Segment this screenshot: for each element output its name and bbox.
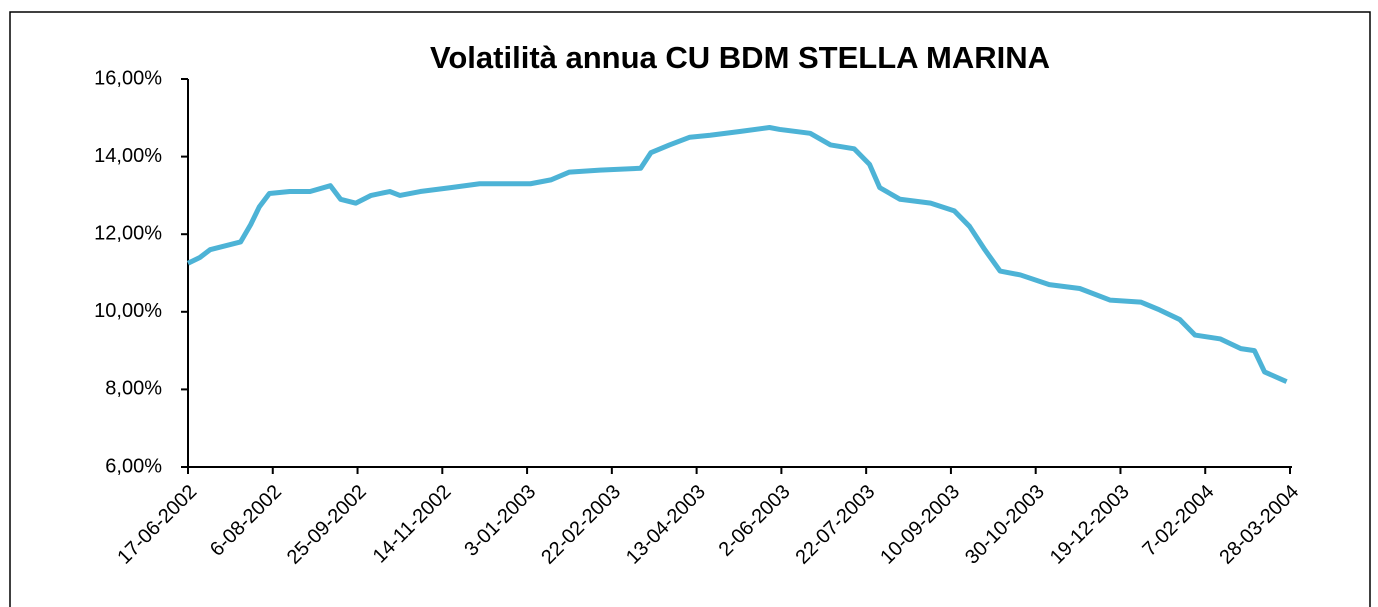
y-tick-label: 12,00% xyxy=(94,222,162,244)
x-tick-label: 28-03-2004 xyxy=(1215,481,1303,569)
x-tick-label: 25-09-2002 xyxy=(283,481,371,569)
y-tick-label: 10,00% xyxy=(94,300,162,322)
y-tick-label: 6,00% xyxy=(105,455,162,477)
x-tick-label: 13-04-2003 xyxy=(622,481,710,569)
x-tick-label: 3-01-2003 xyxy=(460,481,540,561)
x-tick-label: 22-07-2003 xyxy=(792,481,880,569)
y-tick-label: 16,00% xyxy=(94,67,162,89)
x-tick-label: 22-02-2003 xyxy=(537,481,625,569)
y-tick-label: 8,00% xyxy=(105,378,162,400)
frame xyxy=(9,11,1371,607)
x-tick-label: 30-10-2003 xyxy=(961,481,1049,569)
x-tick-label: 10-09-2003 xyxy=(876,481,964,569)
x-tick-label: 2-06-2003 xyxy=(715,481,795,561)
x-tick-label: 6-08-2002 xyxy=(206,481,286,561)
x-tick-label: 14-11-2002 xyxy=(369,481,456,568)
chart-title: Volatilità annua CU BDM STELLA MARINA xyxy=(430,40,1050,75)
x-tick-label: 17-06-2002 xyxy=(113,481,201,569)
x-tick-label: 7-02-2004 xyxy=(1138,481,1218,561)
x-tick-label: 19-12-2003 xyxy=(1046,481,1134,569)
line-series xyxy=(186,125,1288,384)
y-tick-label: 14,00% xyxy=(94,145,162,167)
